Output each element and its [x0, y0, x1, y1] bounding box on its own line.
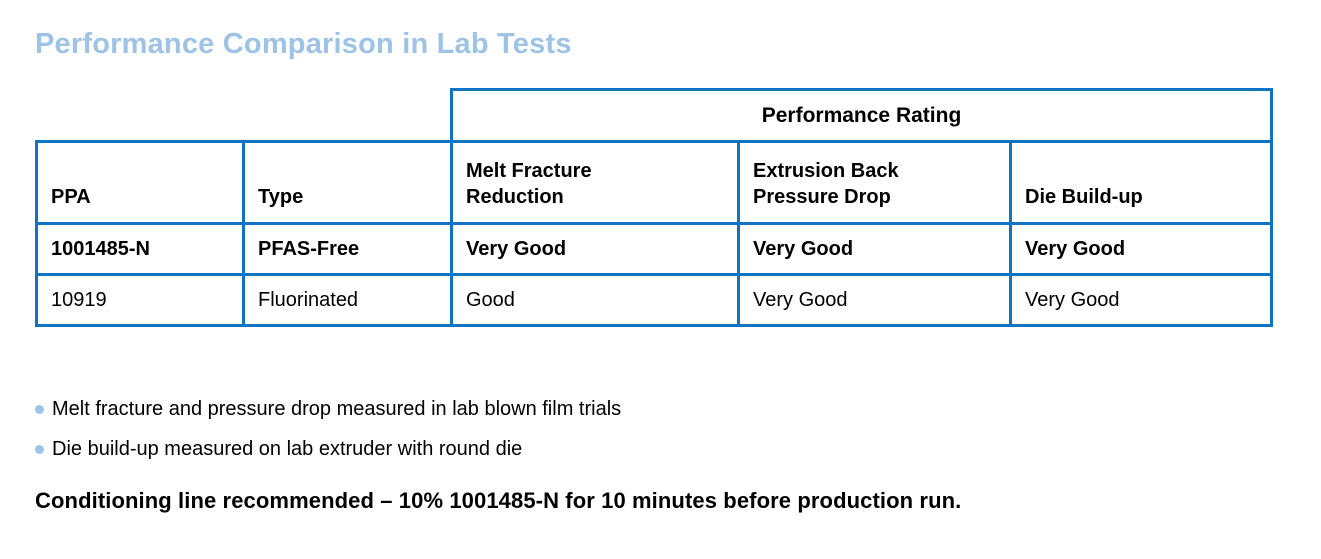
column-header-type: Type: [242, 140, 453, 225]
cell-die: Very Good: [1008, 222, 1274, 276]
note-text: Die build-up measured on lab extruder wi…: [52, 438, 523, 460]
column-header-ppa: PPA: [35, 140, 245, 225]
column-header-die-build-up: Die Build-up: [1008, 140, 1274, 225]
cell-type: PFAS-Free: [242, 222, 453, 276]
cell-pressure: Very Good: [737, 273, 1012, 327]
cell-type: Fluorinated: [242, 273, 453, 327]
notes-list: Melt fracture and pressure drop measured…: [35, 396, 621, 476]
table-row-1001485-n: 1001485-N PFAS-Free Very Good Very Good …: [35, 222, 1274, 276]
note-text: Melt fracture and pressure drop measured…: [52, 398, 622, 420]
cell-pressure: Very Good: [737, 222, 1012, 276]
column-header-row: PPA Type Melt Fracture Reduction Extrusi…: [35, 140, 1274, 225]
page-title: Performance Comparison in Lab Tests: [35, 28, 572, 60]
cell-melt: Good: [450, 273, 740, 327]
bullet-icon: [35, 444, 44, 454]
group-header-row: Performance Rating: [37, 88, 1274, 143]
performance-comparison-table: Performance Rating PPA Type Melt Fractur…: [35, 88, 1274, 327]
column-header-melt-fracture-reduction: Melt Fracture Reduction: [450, 140, 740, 225]
cell-die: Very Good: [1008, 273, 1274, 327]
bullet-icon: [35, 404, 44, 414]
table-corner-spacer: [37, 90, 452, 142]
table-row-10919: 10919 Fluorinated Good Very Good Very Go…: [35, 273, 1274, 327]
list-item: Melt fracture and pressure drop measured…: [35, 396, 621, 422]
cell-melt: Very Good: [450, 222, 740, 276]
cell-ppa: 10919: [35, 273, 245, 327]
list-item: Die build-up measured on lab extruder wi…: [35, 436, 621, 462]
column-header-extrusion-back-pressure-drop: Extrusion Back Pressure Drop: [737, 140, 1012, 225]
conclusion-statement: Conditioning line recommended – 10% 1001…: [35, 488, 962, 513]
cell-ppa: 1001485-N: [35, 222, 245, 276]
group-header-performance-rating: Performance Rating: [449, 88, 1274, 143]
